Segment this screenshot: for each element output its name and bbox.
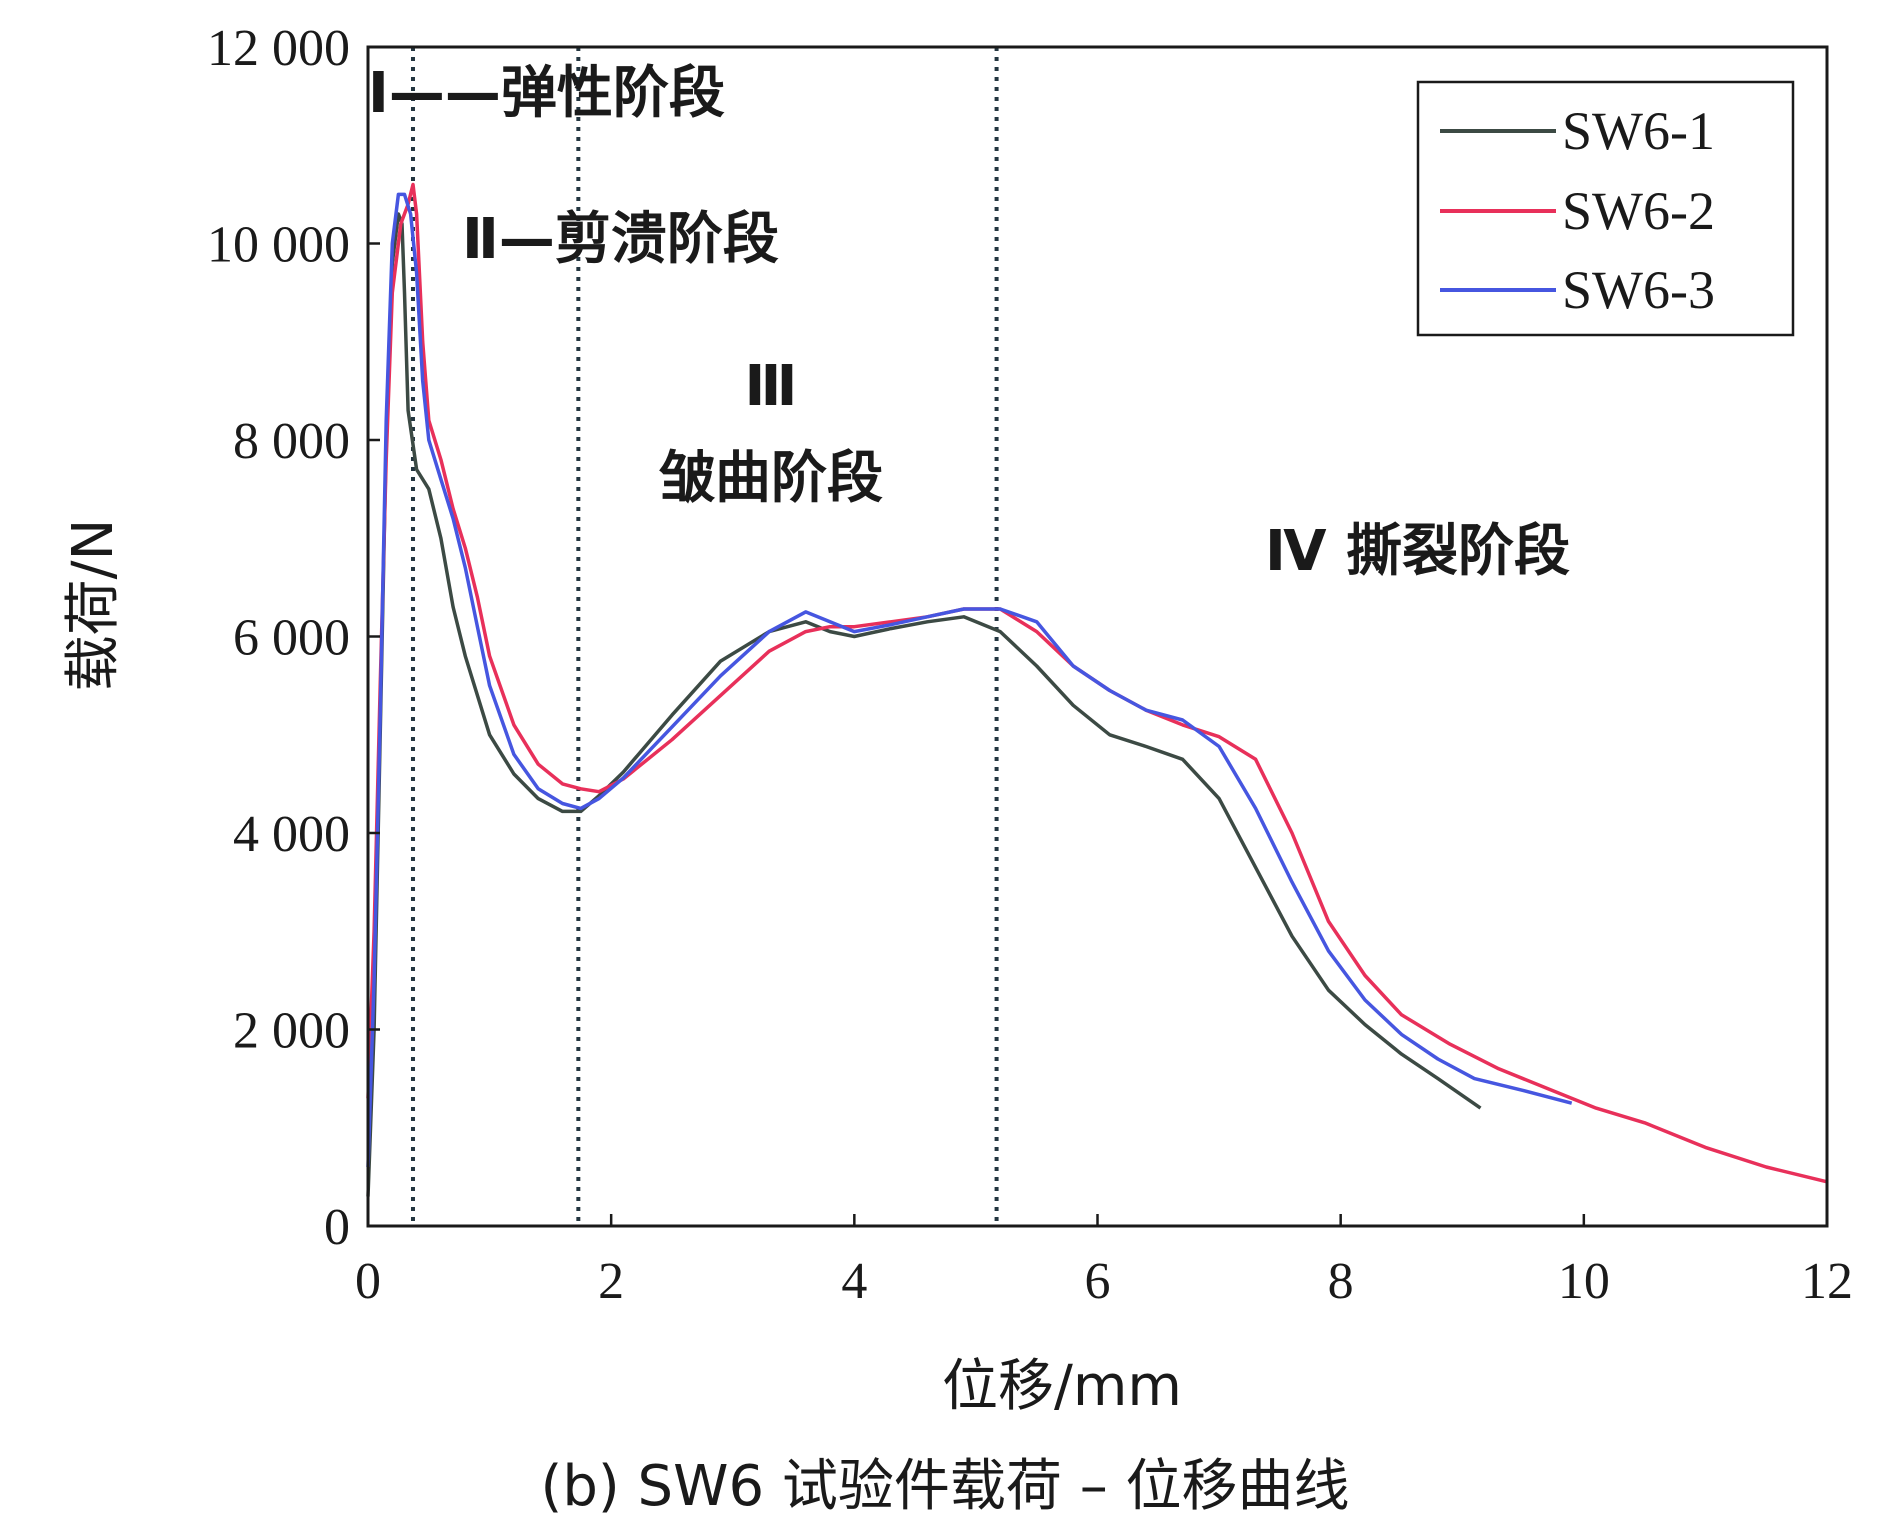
legend-label-sw6-1: SW6-1 [1562,101,1715,161]
y-tick-label: 2 000 [233,1003,350,1060]
y-tick-label: 0 [324,1199,350,1256]
y-tick-label: 4 000 [233,806,350,863]
y-tick-label: 10 000 [207,217,350,274]
x-tick-label: 10 [1558,1253,1610,1310]
y-tick-label: 12 000 [207,20,350,77]
y-axis: 0 2 000 4 000 6 000 8 000 10 000 12 000 [207,20,380,1256]
x-tick-label: 6 [1085,1253,1111,1310]
y-tick-label: 8 000 [233,413,350,470]
stage-3-number: Ⅲ [745,354,798,419]
stage-4-label: Ⅳ 撕裂阶段 [1265,519,1570,584]
series-line-sw6-3 [366,192,1573,1168]
x-tick-label: 12 [1801,1253,1853,1310]
stage-2-label: Ⅱ—剪溃阶段 [462,207,779,272]
stage-1-label: Ⅰ——弹性阶段 [368,61,725,126]
x-axis: 0 2 4 6 8 10 12 [355,1214,1853,1310]
figure-caption: (b) SW6 试验件载荷 – 位移曲线 [541,1454,1350,1519]
x-tick-label: 8 [1328,1253,1354,1310]
x-tick-label: 2 [598,1253,624,1310]
series-line-sw6-2 [366,182,1828,1184]
legend-label-sw6-3: SW6-3 [1562,260,1715,320]
y-axis-label: 载荷/N [61,519,126,692]
x-tick-label: 4 [841,1253,867,1310]
series-line-sw6-1 [366,212,1482,1197]
legend-box [1416,80,1795,337]
legend: SW6-1 SW6-2 SW6-3 [1416,80,1795,337]
x-axis-label: 位移/mm [942,1354,1182,1419]
y-tick-label: 6 000 [233,610,350,667]
x-tick-label: 0 [355,1253,381,1310]
series-layer [366,182,1828,1197]
stage-divider-lines [410,47,999,1226]
stage-3-label: 皱曲阶段 [659,446,883,511]
legend-label-sw6-2: SW6-2 [1562,181,1715,241]
